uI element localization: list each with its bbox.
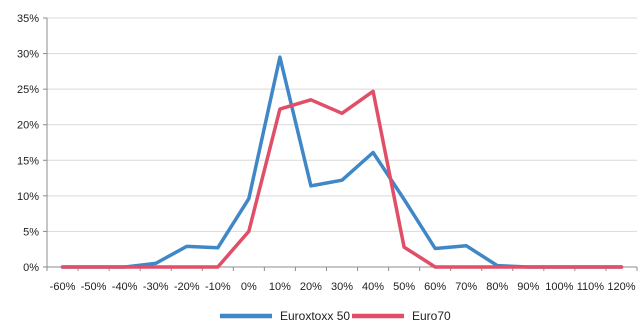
x-tick-label: -30% [143, 281, 169, 293]
x-tick-label: -50% [81, 281, 107, 293]
x-tick-label: 0% [241, 281, 257, 293]
x-tick-label: 20% [300, 281, 322, 293]
x-tick-label: 50% [393, 281, 415, 293]
y-tick-label: 35% [17, 13, 39, 25]
x-tick-label: -20% [174, 281, 200, 293]
y-tick-label: 0% [23, 262, 39, 274]
x-tick-label: 60% [424, 281, 446, 293]
x-tick-label: 30% [331, 281, 353, 293]
y-tick-label: 20% [17, 120, 39, 132]
legend-label: Euroxtoxx 50 [280, 309, 350, 323]
x-tick-label: 70% [455, 281, 477, 293]
y-tick-label: 30% [17, 49, 39, 61]
x-tick-label: 120% [607, 281, 635, 293]
y-tick-label: 15% [17, 155, 39, 167]
x-tick-label: -40% [112, 281, 138, 293]
x-tick-label: 10% [269, 281, 291, 293]
y-tick-label: 5% [23, 226, 39, 238]
series-line-1 [60, 55, 624, 269]
y-tick-label: 25% [17, 84, 39, 96]
series-lines [60, 55, 624, 269]
y-axis: 0% 5% 10% 15% 20% 25% 30% 35% [17, 13, 48, 274]
y-tick-label: 10% [17, 191, 39, 203]
x-axis: -60% -50% -40% -30% -20% -10% 0% 10% 20% 30% 40% 50… [46, 266, 638, 293]
x-tick-label: 90% [517, 281, 539, 293]
x-tick-label: 110% [577, 281, 605, 293]
legend: Euroxtoxx 50 Euro70 [220, 309, 451, 323]
x-tick-label: -60% [50, 281, 76, 293]
legend-label: Euro70 [412, 309, 451, 323]
x-tick-label: 80% [486, 281, 508, 293]
x-tick-label: -10% [205, 281, 231, 293]
series-line-2 [60, 89, 624, 269]
gridlines [47, 17, 637, 232]
x-tick-label: 40% [362, 281, 384, 293]
x-tick-label: 100% [545, 281, 573, 293]
